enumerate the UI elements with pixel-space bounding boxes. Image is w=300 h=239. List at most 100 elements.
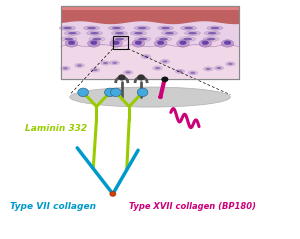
Text: Type XVII collagen (BP180): Type XVII collagen (BP180) xyxy=(129,202,256,211)
Ellipse shape xyxy=(75,63,84,68)
Ellipse shape xyxy=(134,32,143,34)
Ellipse shape xyxy=(177,40,189,47)
Ellipse shape xyxy=(61,66,70,71)
Ellipse shape xyxy=(181,26,197,30)
Ellipse shape xyxy=(160,59,170,64)
Ellipse shape xyxy=(70,87,230,107)
Ellipse shape xyxy=(211,27,219,29)
Ellipse shape xyxy=(112,62,117,64)
Ellipse shape xyxy=(103,62,108,64)
Bar xyxy=(61,17,239,46)
Ellipse shape xyxy=(63,67,68,70)
Circle shape xyxy=(137,88,148,97)
Ellipse shape xyxy=(188,71,198,75)
Ellipse shape xyxy=(112,27,121,29)
Ellipse shape xyxy=(64,38,73,40)
Ellipse shape xyxy=(175,69,185,74)
Ellipse shape xyxy=(100,61,110,65)
Ellipse shape xyxy=(83,26,100,30)
Ellipse shape xyxy=(199,40,211,47)
Ellipse shape xyxy=(93,38,101,40)
Ellipse shape xyxy=(89,37,105,41)
Ellipse shape xyxy=(141,54,151,59)
Circle shape xyxy=(118,74,126,81)
Ellipse shape xyxy=(77,64,82,67)
Ellipse shape xyxy=(188,32,197,34)
Ellipse shape xyxy=(138,38,147,40)
Ellipse shape xyxy=(112,37,127,41)
Ellipse shape xyxy=(207,38,215,40)
Text: Laminin 332: Laminin 332 xyxy=(25,124,87,133)
Circle shape xyxy=(110,88,121,97)
Ellipse shape xyxy=(130,31,147,35)
Ellipse shape xyxy=(179,41,187,45)
Ellipse shape xyxy=(190,72,195,74)
Ellipse shape xyxy=(63,27,72,29)
Ellipse shape xyxy=(206,68,211,70)
Ellipse shape xyxy=(228,63,233,65)
Ellipse shape xyxy=(115,38,124,40)
Polygon shape xyxy=(112,39,137,46)
Ellipse shape xyxy=(203,37,219,41)
Ellipse shape xyxy=(138,27,147,29)
Ellipse shape xyxy=(161,31,177,35)
Ellipse shape xyxy=(61,37,77,41)
Polygon shape xyxy=(198,39,223,46)
Ellipse shape xyxy=(207,26,223,30)
Ellipse shape xyxy=(92,69,98,71)
Ellipse shape xyxy=(153,66,163,70)
Ellipse shape xyxy=(183,38,192,40)
Ellipse shape xyxy=(177,70,182,72)
Ellipse shape xyxy=(115,32,124,34)
Ellipse shape xyxy=(214,66,224,70)
Ellipse shape xyxy=(68,32,77,34)
Ellipse shape xyxy=(86,31,103,35)
Ellipse shape xyxy=(158,26,174,30)
Circle shape xyxy=(110,191,116,196)
Ellipse shape xyxy=(216,67,221,69)
Circle shape xyxy=(137,74,145,81)
Ellipse shape xyxy=(90,68,100,72)
Ellipse shape xyxy=(111,31,128,35)
Ellipse shape xyxy=(226,62,235,66)
Bar xyxy=(61,6,239,79)
Ellipse shape xyxy=(125,71,130,73)
Ellipse shape xyxy=(90,32,99,34)
Ellipse shape xyxy=(184,27,193,29)
Ellipse shape xyxy=(184,31,200,35)
Ellipse shape xyxy=(123,70,133,75)
Ellipse shape xyxy=(144,55,148,58)
Circle shape xyxy=(78,88,88,97)
Ellipse shape xyxy=(165,32,174,34)
Ellipse shape xyxy=(156,37,172,41)
Ellipse shape xyxy=(134,26,150,30)
Ellipse shape xyxy=(65,40,78,47)
Ellipse shape xyxy=(224,41,231,45)
Circle shape xyxy=(161,76,168,82)
Ellipse shape xyxy=(59,26,76,30)
Ellipse shape xyxy=(163,60,167,63)
Ellipse shape xyxy=(135,41,142,45)
Bar xyxy=(61,6,239,79)
Ellipse shape xyxy=(68,41,75,45)
Polygon shape xyxy=(70,39,95,46)
Ellipse shape xyxy=(221,40,234,47)
Ellipse shape xyxy=(155,67,160,69)
Ellipse shape xyxy=(154,40,167,47)
Ellipse shape xyxy=(135,37,151,41)
Bar xyxy=(113,36,128,49)
Ellipse shape xyxy=(157,41,164,45)
Ellipse shape xyxy=(204,31,220,35)
Ellipse shape xyxy=(109,26,124,30)
Ellipse shape xyxy=(87,27,96,29)
Bar xyxy=(61,46,239,79)
Ellipse shape xyxy=(132,40,145,47)
Text: Type VII collagen: Type VII collagen xyxy=(10,202,96,211)
Ellipse shape xyxy=(202,41,209,45)
Ellipse shape xyxy=(161,27,170,29)
Ellipse shape xyxy=(208,32,217,34)
Ellipse shape xyxy=(159,38,168,40)
Ellipse shape xyxy=(90,41,98,45)
Ellipse shape xyxy=(180,37,196,41)
Circle shape xyxy=(158,95,163,99)
